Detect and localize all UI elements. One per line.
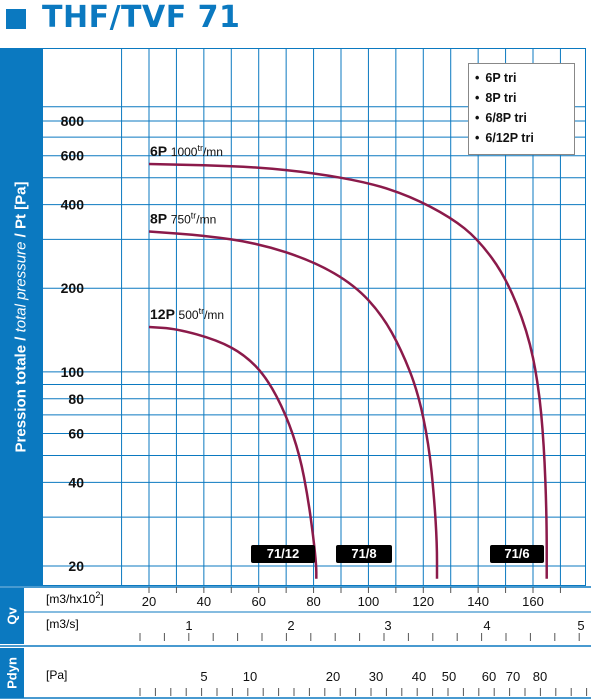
pdyn-tick-label: 60 [482,669,496,684]
y-tick-label: 200 [61,280,85,296]
m3s-tick-label: 2 [287,618,294,633]
curve-label-8p: 8P 750tr/mn [150,211,216,227]
pdyn-label: Pdyn [4,657,20,689]
y-tick-label: 100 [61,364,85,380]
unit-m3h-text: [m3/hx10 [46,592,96,606]
pdyn-tick-label: 10 [243,669,257,684]
m3s-tick-label: 1 [185,618,192,633]
x-tick-label: 160 [522,594,544,609]
pdyn-tick-label: 20 [326,669,340,684]
legend-item: 6/8P tri [475,108,574,128]
x-tick-label: 80 [306,594,320,609]
y-tick-label: 60 [68,425,84,441]
pdyn-tick-label: 80 [533,669,547,684]
x-tick-label: 40 [197,594,211,609]
curve-12p [148,325,318,579]
legend: 6P tri 8P tri 6/8P tri 6/12P tri [468,63,575,155]
legend-item: 6/12P tri [475,128,574,148]
badge-71-6: 71/6 [490,545,544,563]
pdyn-tick-label: 5 [200,669,207,684]
legend-item: 6P tri [475,68,574,88]
qv-label: Qv [4,607,20,625]
x-tick-label: 20 [142,594,156,609]
curve-label-12p: 12P 500tr/mn [150,306,224,322]
unit-m3h-end: ] [100,592,104,606]
y-tick-label: 800 [61,113,85,129]
y-axis-label-panel [0,48,42,586]
curve-6p [148,162,548,579]
unit-m3h: [m3/hx102] [46,590,104,606]
page-title: THF/TVF 71 [42,0,241,35]
curve-label-6p: 6P 1000tr/mn [150,143,223,159]
y-tick-label: 400 [61,197,85,213]
y-tick-label: 80 [68,391,84,407]
pdyn-tick-label: 70 [506,669,520,684]
title-square-icon [6,9,26,29]
unit-m3s: [m3/s] [46,617,79,631]
badge-71-8: 71/8 [336,545,392,563]
y-tick-label: 600 [61,148,85,164]
x-tick-label: 120 [412,594,434,609]
legend-item: 8P tri [475,88,574,108]
pdyn-label-panel: Pdyn [0,648,24,698]
x-tick-label: 100 [358,594,380,609]
pdyn-tick-label: 40 [412,669,426,684]
pdyn-tick-label: 50 [442,669,456,684]
x-tick-label: 60 [251,594,265,609]
pdyn-tick-label: 30 [369,669,383,684]
y-tick-label: 40 [68,474,84,490]
curve-8p [148,230,439,579]
qv-label-panel: Qv [0,588,24,644]
y-tick-label: 20 [68,558,84,574]
m3s-tick-label: 5 [577,618,584,633]
m3s-tick-label: 4 [483,618,490,633]
badge-71-12: 71/12 [251,545,315,563]
unit-m3h-sup: 2 [95,590,101,600]
unit-pa: [Pa] [46,668,68,682]
x-tick-label: 140 [467,594,489,609]
m3s-tick-label: 3 [384,618,391,633]
